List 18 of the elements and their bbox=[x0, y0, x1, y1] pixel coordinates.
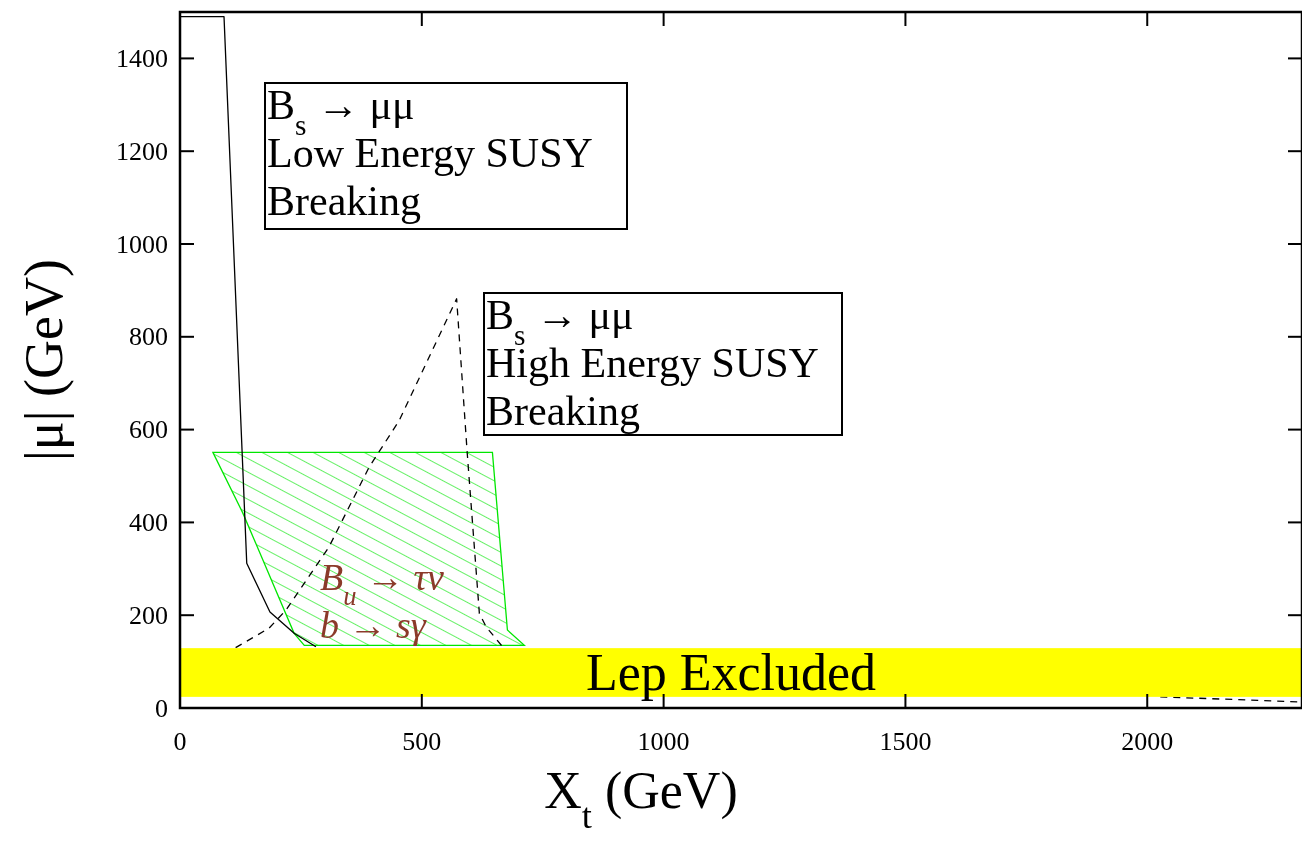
band-label: Lep Excluded bbox=[585, 644, 877, 701]
y-tick-label: 1000 bbox=[116, 229, 168, 259]
annotation: B$_{s}$ → μμ Low Energy SUSY Breaking bbox=[267, 82, 593, 224]
y-tick-label: 0 bbox=[155, 693, 168, 723]
x-tick-label: 0 bbox=[173, 727, 187, 756]
x-tick-label: 1000 bbox=[637, 727, 690, 756]
annotation: B$_{s}$ → μμ High Energy SUSY Breaking bbox=[486, 292, 819, 434]
y-tick-label: 1400 bbox=[116, 43, 168, 73]
y-axis-title: |μ| (GeV) bbox=[14, 259, 74, 461]
x-tick-label: 1500 bbox=[879, 727, 932, 756]
y-tick-label: 600 bbox=[129, 415, 168, 445]
y-tick-label: 1200 bbox=[116, 136, 168, 166]
y-tick-label: 400 bbox=[129, 507, 168, 537]
x-tick-label: 500 bbox=[402, 727, 442, 756]
x-axis-title: X$_{t}$ (GeV) bbox=[544, 762, 738, 836]
y-tick-label: 800 bbox=[129, 322, 168, 352]
x-tick-label: 2000 bbox=[1121, 727, 1174, 756]
y-tick-label: 200 bbox=[129, 600, 168, 630]
